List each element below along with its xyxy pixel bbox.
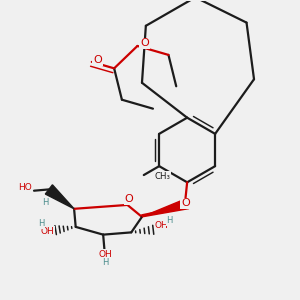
Text: H: H bbox=[38, 219, 44, 228]
Text: O: O bbox=[93, 55, 102, 65]
Text: O: O bbox=[124, 194, 133, 204]
Text: OH: OH bbox=[98, 250, 112, 259]
Polygon shape bbox=[142, 199, 189, 217]
Polygon shape bbox=[45, 185, 74, 209]
Text: O: O bbox=[140, 38, 149, 48]
Text: H: H bbox=[102, 258, 108, 267]
Text: O: O bbox=[181, 198, 190, 208]
Text: H: H bbox=[42, 198, 48, 207]
Text: OH: OH bbox=[155, 221, 169, 230]
Text: CH₃: CH₃ bbox=[154, 172, 170, 181]
Text: H: H bbox=[166, 216, 172, 225]
Text: HO: HO bbox=[18, 183, 32, 192]
Text: OH: OH bbox=[40, 227, 54, 236]
